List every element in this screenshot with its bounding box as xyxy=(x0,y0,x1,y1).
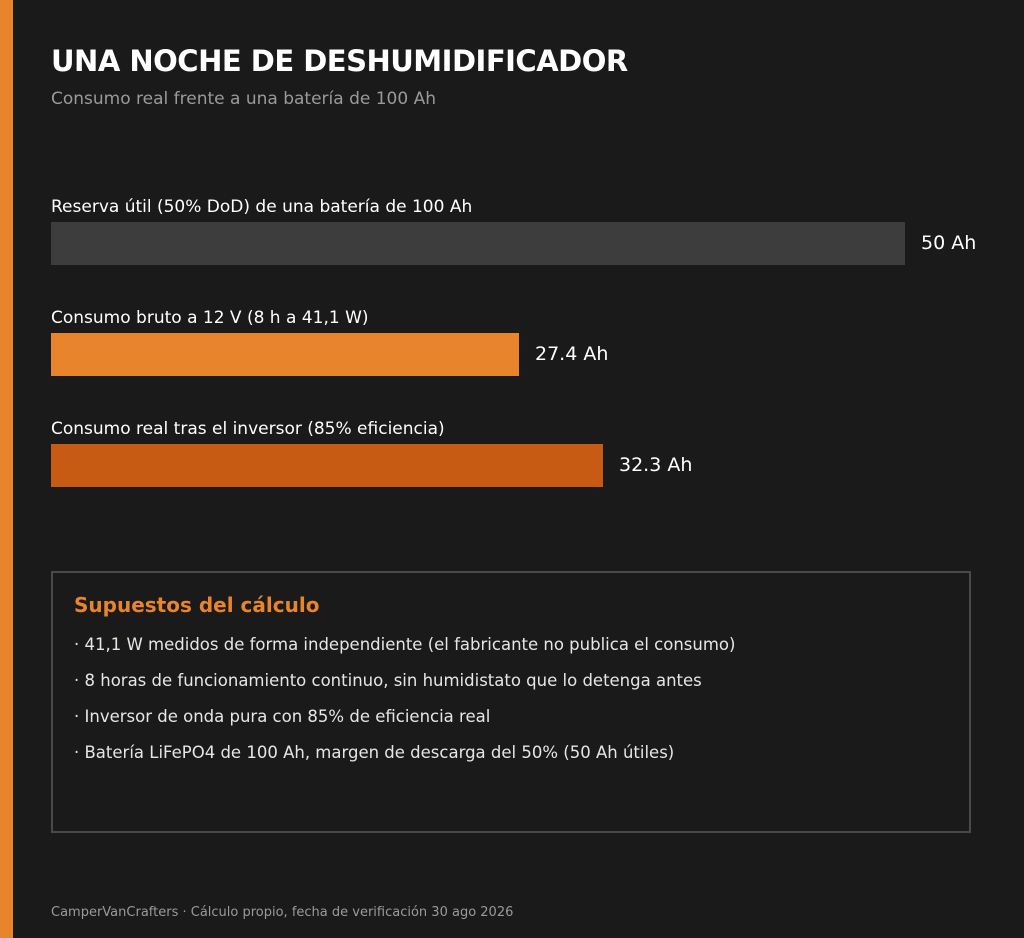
assumption-item: · Inversor de onda pura con 85% de efici… xyxy=(74,707,491,726)
source-footer: CamperVanCrafters · Cálculo propio, fech… xyxy=(51,905,514,920)
assumptions-box: Supuestos del cálculo · 41,1 W medidos d… xyxy=(51,571,971,833)
bar-category-label: Reserva útil (50% DoD) de una batería de… xyxy=(51,197,473,217)
bar-value-label: 27.4 Ah xyxy=(535,343,609,365)
bar-value-label: 32.3 Ah xyxy=(619,454,693,476)
assumption-item: · 41,1 W medidos de forma independiente … xyxy=(74,635,736,654)
bar-chart: Reserva útil (50% DoD) de una batería de… xyxy=(51,197,977,487)
bar xyxy=(51,222,905,265)
assumptions-title: Supuestos del cálculo xyxy=(74,593,320,617)
page-subtitle: Consumo real frente a una batería de 100… xyxy=(51,89,436,109)
bar-category-label: Consumo bruto a 12 V (8 h a 41,1 W) xyxy=(51,308,369,328)
bar-value-label: 50 Ah xyxy=(921,232,977,254)
bar-category-label: Consumo real tras el inversor (85% efici… xyxy=(51,419,445,439)
bar xyxy=(51,444,603,487)
assumption-item: · Batería LiFePO4 de 100 Ah, margen de d… xyxy=(74,743,675,762)
page-title: UNA NOCHE DE DESHUMIDIFICADOR xyxy=(51,44,628,78)
assumptions-list: · 41,1 W medidos de forma independiente … xyxy=(74,633,735,777)
bar xyxy=(51,333,519,376)
assumption-item: · 8 horas de funcionamiento continuo, si… xyxy=(74,671,702,690)
accent-stripe xyxy=(0,0,13,938)
